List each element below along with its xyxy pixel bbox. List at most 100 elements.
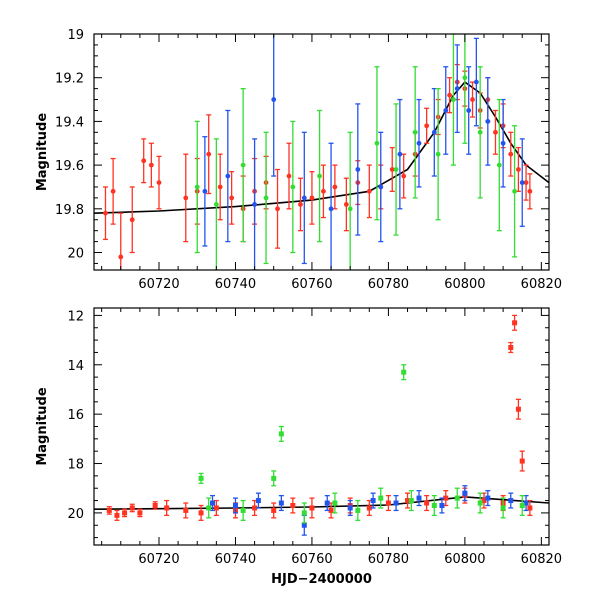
data-point	[477, 492, 483, 514]
data-point	[148, 142, 154, 188]
data-point	[393, 494, 399, 512]
data-point	[416, 98, 422, 188]
x-tick-label: 60740	[215, 277, 256, 292]
data-point	[366, 164, 372, 219]
data-point	[263, 131, 269, 265]
data-point	[301, 131, 307, 265]
data-point	[508, 131, 514, 177]
data-point	[206, 497, 212, 519]
data-point	[347, 499, 353, 517]
data-point	[332, 492, 338, 514]
data-point	[320, 164, 326, 219]
y-tick-label: 19.4	[55, 115, 84, 130]
data-point	[278, 494, 284, 512]
data-point	[485, 77, 491, 166]
y-tick-label: 14	[67, 359, 84, 374]
data-point	[435, 87, 441, 221]
data-point	[462, 34, 468, 144]
data-point	[397, 98, 403, 210]
data-point	[324, 494, 330, 512]
data-point	[271, 502, 277, 519]
data-point	[389, 146, 395, 192]
y-tick-label: 18	[67, 458, 84, 473]
x-tick-label: 60720	[138, 552, 179, 567]
data-point	[477, 66, 483, 199]
data-point	[405, 492, 411, 509]
data-point	[275, 168, 281, 249]
data-point	[202, 136, 208, 247]
y-axis-title: Magnitude	[35, 387, 50, 466]
plot-frame	[93, 33, 550, 271]
data-point	[240, 499, 246, 521]
data-point	[401, 153, 407, 199]
data-point	[271, 470, 277, 487]
data-point	[424, 107, 430, 144]
x-axis-title: HJD−2400000	[271, 572, 372, 587]
data-point	[194, 120, 200, 254]
y-tick-label: 19.6	[55, 159, 84, 174]
data-point	[519, 450, 525, 472]
series-0	[102, 63, 533, 270]
data-point	[512, 314, 518, 331]
data-point	[374, 66, 380, 221]
data-point	[473, 37, 479, 127]
data-point	[450, 34, 456, 166]
data-point	[431, 494, 437, 517]
series-1	[202, 34, 525, 270]
data-point	[515, 146, 521, 192]
x-tick-label: 60720	[138, 277, 179, 292]
data-point	[408, 490, 414, 512]
data-point	[106, 506, 112, 515]
y-axis: 19 19.2 19.4 19.6 19.8 20	[55, 28, 549, 264]
data-point	[183, 153, 189, 243]
data-point	[401, 364, 407, 381]
data-point	[519, 494, 525, 517]
series-0	[106, 314, 533, 521]
data-point	[232, 497, 238, 514]
x-tick-label: 60800	[444, 277, 485, 292]
y-tick-label: 16	[67, 408, 84, 423]
data-point	[156, 155, 162, 210]
data-point	[122, 508, 128, 518]
data-point	[439, 497, 445, 514]
data-point	[183, 502, 189, 519]
data-point	[343, 177, 349, 232]
x-tick-label: 60760	[291, 552, 332, 567]
y-tick-label: 19.8	[55, 203, 84, 218]
data-point	[347, 131, 353, 270]
data-point	[454, 487, 460, 509]
data-point	[129, 503, 135, 513]
data-point	[271, 34, 277, 177]
data-point	[508, 341, 514, 354]
data-point	[102, 186, 108, 241]
data-point	[454, 44, 460, 133]
data-point	[290, 120, 296, 254]
data-point	[198, 504, 204, 521]
data-point	[500, 98, 506, 188]
data-point	[416, 490, 422, 507]
data-point	[301, 502, 307, 524]
data-point	[110, 157, 116, 225]
data-point	[213, 138, 219, 270]
data-point	[466, 66, 472, 155]
x-tick-label: 60740	[215, 552, 256, 567]
data-point	[355, 499, 361, 521]
data-point	[431, 87, 437, 177]
data-point	[527, 173, 533, 210]
x-tick-label: 60780	[368, 552, 409, 567]
y-axis-title: Magnitude	[35, 113, 50, 192]
data-point	[512, 125, 518, 258]
data-point	[225, 109, 231, 243]
data-point	[508, 492, 514, 509]
y-tick-label: 20	[67, 247, 84, 262]
data-point	[286, 142, 292, 210]
data-point	[198, 472, 204, 484]
y-axis: 12 14 16 18 20	[67, 309, 549, 539]
data-point	[297, 177, 303, 232]
model-curve	[94, 81, 549, 214]
data-point	[447, 77, 453, 114]
data-point	[118, 212, 124, 270]
data-point	[515, 398, 521, 420]
data-point	[252, 499, 258, 517]
x-tick-label: 60780	[368, 277, 409, 292]
